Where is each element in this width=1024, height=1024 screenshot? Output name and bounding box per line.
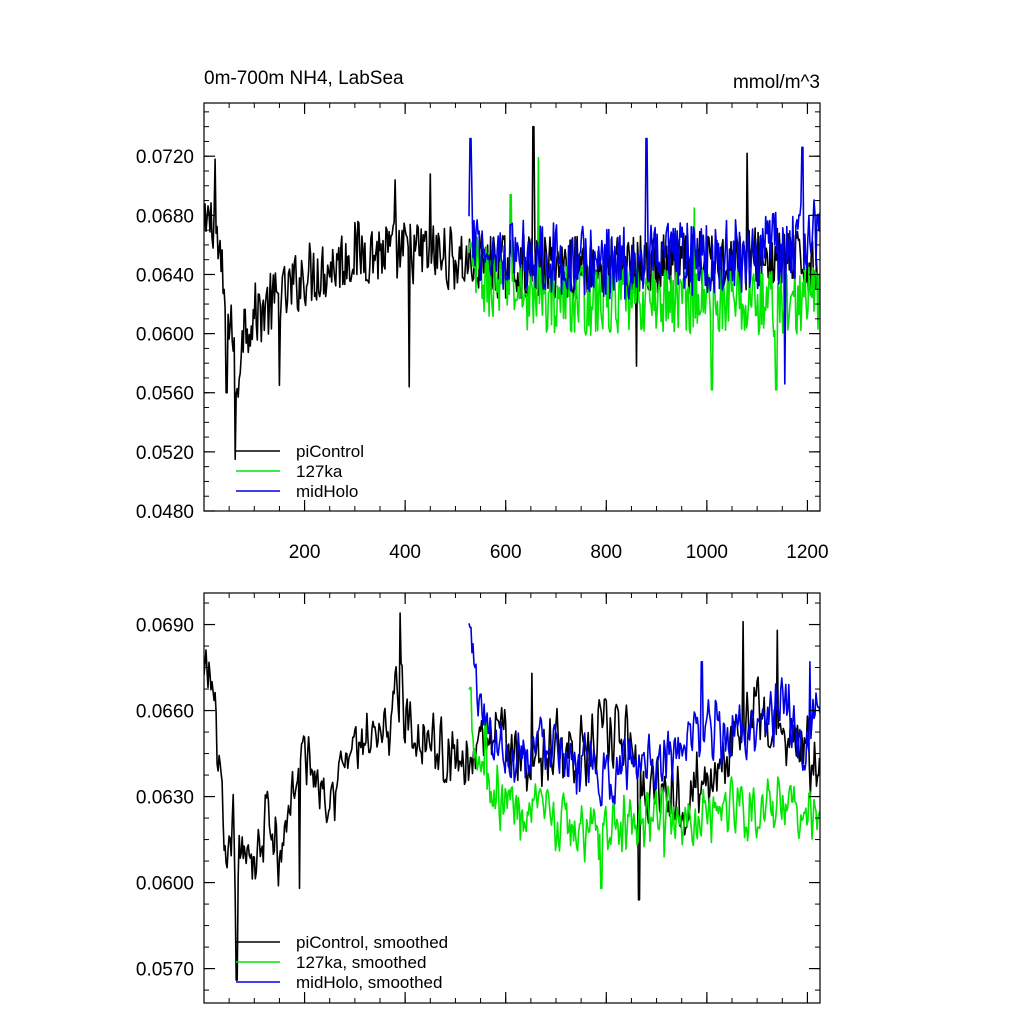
series-line-midholo — [468, 137, 820, 385]
units-label: mmol/m^3 — [733, 72, 820, 93]
y-tick-label: 0.0640 — [136, 265, 194, 286]
legend-label: piControl, smoothed — [296, 933, 448, 952]
x-tick-label: 400 — [389, 542, 421, 563]
y-tick-label: 0.0520 — [136, 443, 194, 464]
y-tick-label: 0.0560 — [136, 384, 194, 405]
y-tick-label: 0.0570 — [136, 960, 194, 981]
y-tick-label: 0.0660 — [136, 702, 194, 723]
y-tick-label: 0.0680 — [136, 206, 194, 227]
legend-label: midHolo, smoothed — [296, 973, 442, 992]
x-tick-label: 600 — [490, 542, 522, 563]
y-tick-label: 0.0630 — [136, 788, 194, 809]
series-line-127ka-smoothed — [468, 686, 820, 890]
chart-title: 0m-700m NH4, LabSea — [204, 68, 404, 89]
x-tick-label: 1200 — [786, 542, 828, 563]
y-tick-label: 0.0720 — [136, 147, 194, 168]
series-line-midholo-smoothed — [468, 623, 820, 807]
plot-frame — [203, 592, 821, 1004]
legend-label: 127ka, smoothed — [296, 953, 426, 972]
bottom-panel: 0.0570 0.0600 0.0630 0.0660 0.0690 piControl,… — [136, 592, 821, 1004]
legend-label: piControl — [296, 442, 364, 461]
y-tick-label: 0.0600 — [136, 874, 194, 895]
legend-label: 127ka — [296, 462, 343, 481]
series-line-picontrol-smoothed — [204, 612, 820, 981]
series-line-127ka — [468, 156, 820, 391]
series-group — [204, 612, 820, 981]
x-tick-label: 1000 — [686, 542, 728, 563]
top-panel: 0.0480 0.0520 0.0560 0.0600 0.0640 0.0680 0.07… — [136, 102, 829, 563]
x-tick-label: 800 — [590, 542, 622, 563]
y-tick-label: 0.0480 — [136, 502, 194, 523]
y-tick-label: 0.0690 — [136, 616, 194, 637]
x-tick-label: 200 — [289, 542, 321, 563]
series-group — [204, 125, 820, 461]
y-tick-label: 0.0600 — [136, 325, 194, 346]
plot-frame — [203, 102, 821, 512]
legend-label: midHolo — [296, 482, 358, 501]
